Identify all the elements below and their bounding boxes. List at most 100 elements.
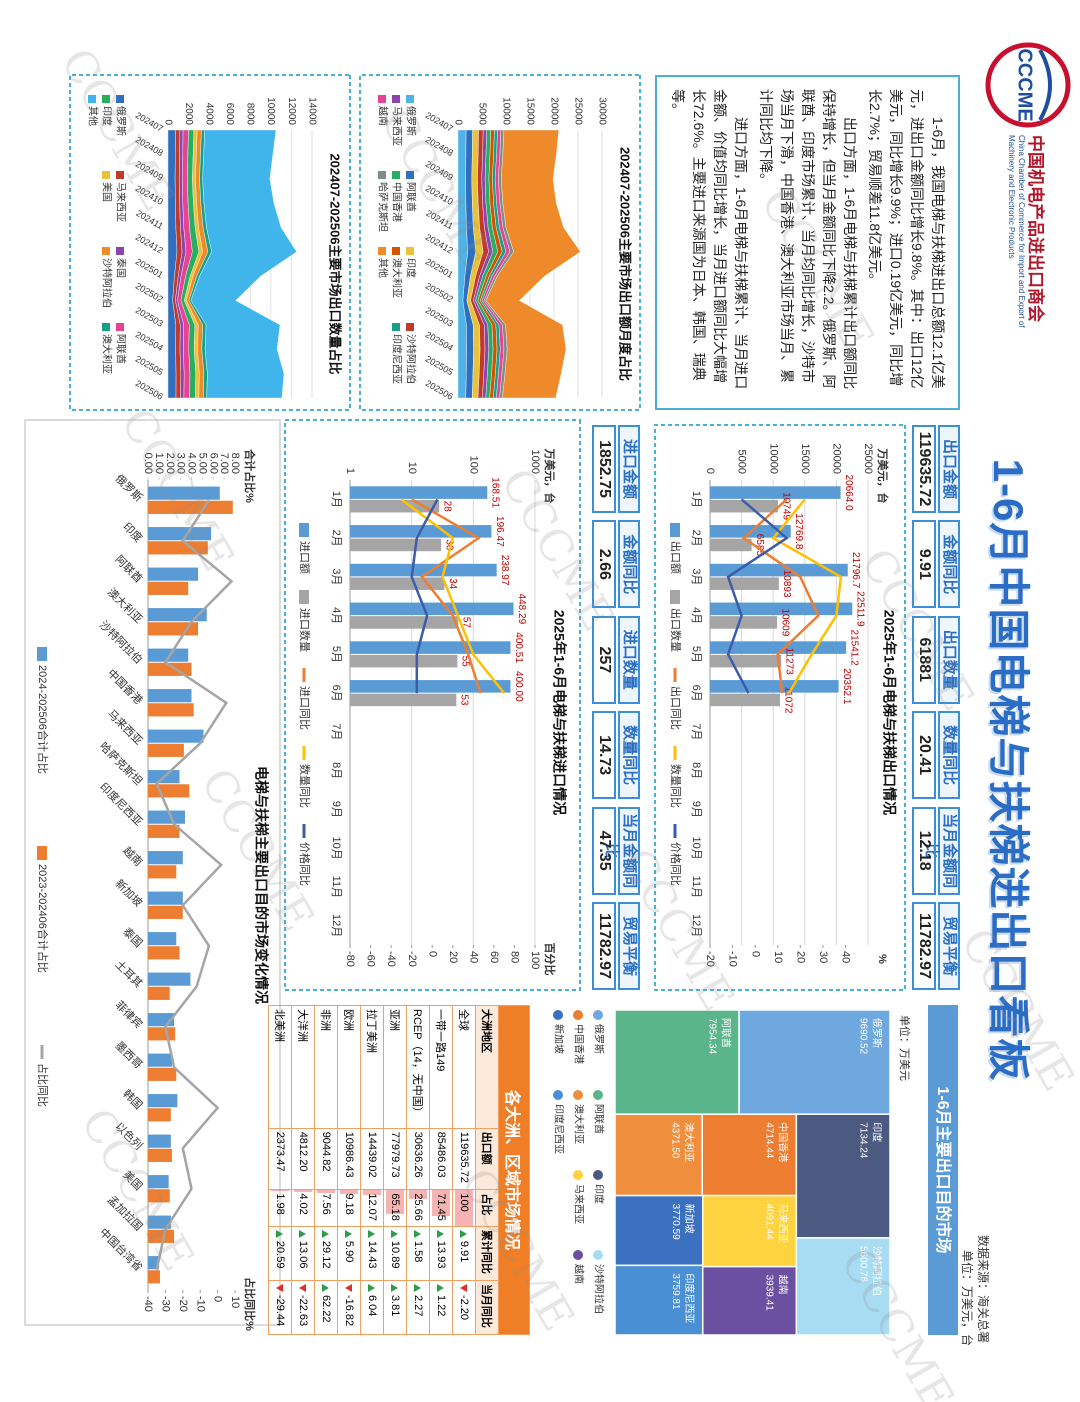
bar bbox=[147, 1175, 169, 1189]
bar bbox=[147, 891, 183, 905]
x-tick-label: 7月 bbox=[330, 723, 342, 740]
kpi-label: 当月金额同比 bbox=[923, 806, 960, 895]
bar bbox=[350, 538, 442, 552]
x-tick-label: 8月 bbox=[690, 762, 702, 779]
legend-swatch bbox=[378, 95, 386, 103]
data-label: 196.47 bbox=[494, 516, 505, 547]
trend-arrow bbox=[460, 1283, 468, 1292]
trend-arrow bbox=[276, 1283, 284, 1292]
cell-text: 14.43 bbox=[366, 1240, 378, 1269]
table-cell: 9.91 bbox=[452, 1226, 476, 1281]
cell-text: 65.18 bbox=[389, 1193, 401, 1221]
bar bbox=[148, 865, 177, 879]
x-tick-label: 202407 bbox=[424, 110, 455, 134]
y-tick-label: 100 bbox=[467, 456, 479, 474]
y2-tick-label: -20 bbox=[406, 951, 418, 967]
cell-text: 北美洲 bbox=[273, 1009, 285, 1042]
x-tick-label: 孟加拉国 bbox=[105, 1192, 146, 1233]
legend-swatch bbox=[37, 647, 47, 661]
kpi-label: 数量同比 bbox=[618, 711, 640, 800]
bar bbox=[148, 527, 212, 541]
x-tick-label: 8月 bbox=[330, 762, 342, 779]
legend-label: 哈萨克斯坦 bbox=[376, 182, 389, 232]
bar bbox=[147, 581, 189, 595]
table-cell: 6.04 bbox=[360, 1280, 384, 1335]
x-tick-label: 6月 bbox=[690, 685, 702, 702]
cell-text: 1.22 bbox=[435, 1294, 447, 1317]
trend-arrow bbox=[276, 1229, 284, 1238]
data-label: 10609 bbox=[779, 609, 790, 637]
cell-text: 85486.03 bbox=[435, 1131, 447, 1178]
legend-swatch bbox=[116, 247, 124, 255]
bar bbox=[148, 689, 192, 703]
table-cell: 1.22 bbox=[429, 1280, 453, 1335]
y2-tick-label: 10 bbox=[772, 951, 784, 963]
table-header-cell: 当月同比 bbox=[475, 1280, 499, 1335]
legend-label: 占比同比 bbox=[36, 1063, 50, 1107]
x-tick-label: 202503 bbox=[424, 305, 455, 329]
table-cell: 北美洲 bbox=[268, 1005, 292, 1129]
line bbox=[726, 498, 789, 694]
tile-label: 越南 bbox=[777, 1275, 790, 1295]
legend-label: 印度 bbox=[592, 1184, 605, 1204]
kpi-value: 12.18 bbox=[912, 806, 936, 895]
cell-text: 14439.02 bbox=[366, 1131, 378, 1178]
data-label: 20352.1 bbox=[841, 668, 852, 705]
table-row: 亚洲 77979.73 65.18 10.89 3.81 bbox=[383, 1005, 407, 1335]
bar bbox=[147, 851, 183, 865]
x-tick-label: 11月 bbox=[690, 876, 702, 898]
table-header-cell: 大洲地区 bbox=[475, 1005, 499, 1129]
cell-text: 100 bbox=[458, 1193, 470, 1212]
table-cell: 65.18 bbox=[383, 1189, 407, 1227]
cell-text: 10.89 bbox=[389, 1240, 401, 1269]
kpi-value: 61881 bbox=[912, 615, 936, 704]
y-tick-label: 0 bbox=[704, 468, 716, 474]
legend-swatch bbox=[406, 323, 414, 331]
bar bbox=[147, 648, 189, 662]
legend-swatch bbox=[102, 323, 110, 331]
bar bbox=[710, 680, 839, 693]
kpi-label: 金额同比 bbox=[618, 520, 640, 609]
bar bbox=[350, 486, 488, 499]
table-cell: 9044.82 bbox=[314, 1128, 338, 1190]
logo-text: CCCME bbox=[1014, 48, 1036, 121]
trend-arrow bbox=[368, 1229, 376, 1238]
bar bbox=[147, 1053, 172, 1067]
bar bbox=[147, 1094, 178, 1108]
x-tick-label: 202409 bbox=[424, 159, 455, 183]
legend-label: 阿联酋 bbox=[114, 334, 127, 364]
bar bbox=[148, 486, 220, 500]
area bbox=[485, 129, 581, 399]
table-cell: -2.20 bbox=[452, 1280, 476, 1335]
treemap-unit: 单位：万美元 bbox=[898, 1015, 912, 1081]
cell-text: 29.12 bbox=[320, 1240, 332, 1269]
table-cell: 13.06 bbox=[291, 1226, 315, 1281]
x-tick-label: 12月 bbox=[330, 914, 342, 937]
kpi-label: 进口金额 bbox=[618, 425, 640, 513]
cell-text: 10986.43 bbox=[343, 1131, 355, 1178]
trend-arrow bbox=[460, 1229, 468, 1238]
legend-label: 出口同比 bbox=[669, 686, 683, 730]
x-tick-label: 9月 bbox=[690, 801, 702, 818]
kpi-value: 11782.97 bbox=[912, 902, 936, 990]
bar bbox=[350, 654, 458, 668]
cell-text: 12.07 bbox=[366, 1193, 378, 1221]
x-tick-label: 菲律宾 bbox=[112, 998, 145, 1031]
bar bbox=[148, 1189, 170, 1203]
cell-text: 非洲 bbox=[319, 1009, 331, 1031]
legend-swatch bbox=[670, 523, 680, 537]
data-label: 20664.0 bbox=[843, 475, 854, 512]
kpi-value: 119635.72 bbox=[912, 425, 936, 513]
legend-label: 进口同比 bbox=[298, 686, 311, 730]
cell-text: 25.66 bbox=[412, 1193, 424, 1221]
table-cell: 71.45 bbox=[429, 1189, 453, 1227]
legend-label: 进口额 bbox=[298, 541, 311, 574]
y2-tick-label: 20 bbox=[447, 951, 459, 963]
table-cell: -16.82 bbox=[337, 1280, 361, 1335]
legend-label: 印度尼西亚 bbox=[552, 1104, 565, 1154]
legend-swatch bbox=[37, 846, 47, 860]
y-tick-label: 25000 bbox=[862, 443, 874, 474]
bar bbox=[147, 946, 180, 960]
